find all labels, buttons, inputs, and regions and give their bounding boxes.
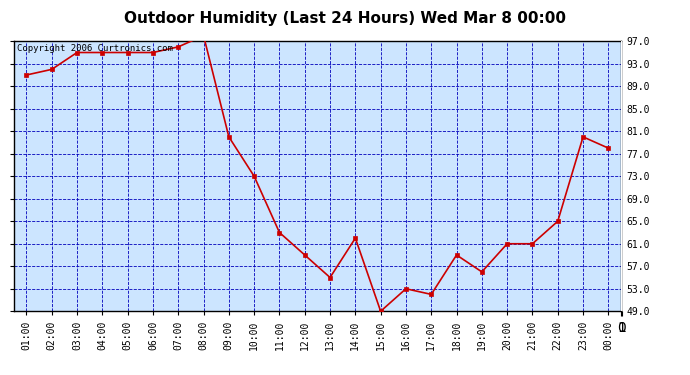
Text: Copyright 2006 Curtronics.com: Copyright 2006 Curtronics.com <box>17 44 172 53</box>
Text: Outdoor Humidity (Last 24 Hours) Wed Mar 8 00:00: Outdoor Humidity (Last 24 Hours) Wed Mar… <box>124 11 566 26</box>
